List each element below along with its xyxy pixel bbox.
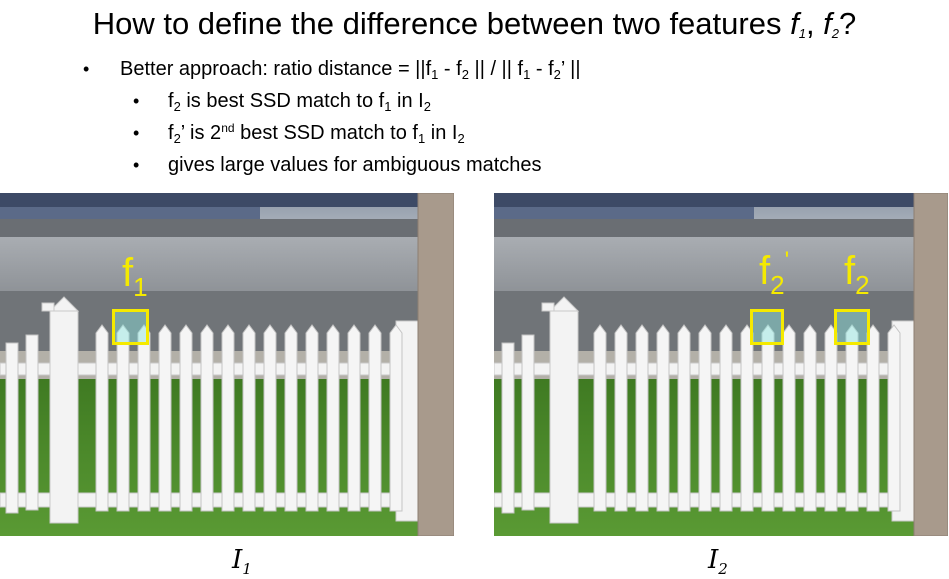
feature-box-f1 <box>112 309 149 345</box>
picket <box>242 324 256 512</box>
picket <box>719 324 733 512</box>
picket <box>845 324 859 512</box>
picket <box>698 324 712 512</box>
picket <box>158 324 172 512</box>
picket <box>116 324 130 512</box>
picket <box>677 324 691 512</box>
picket <box>803 324 817 512</box>
bullet-dot: • <box>133 91 140 111</box>
picket <box>887 324 901 512</box>
fence-photo-right <box>494 193 948 536</box>
picket <box>305 324 319 512</box>
bullet-dot: • <box>133 155 140 175</box>
bullet-sub-3: gives large values for ambiguous matches <box>168 154 542 176</box>
caption-i2: I2 <box>708 545 728 578</box>
bullet-main: Better approach: ratio distance = ||f1 -… <box>120 58 581 82</box>
picket <box>635 324 649 512</box>
picket <box>389 324 403 512</box>
picket <box>761 324 775 512</box>
caption-i1: I1 <box>232 545 252 578</box>
feature-box-f2-prime <box>750 309 784 345</box>
fence-photo-left <box>0 193 454 536</box>
feature-label-f1: f1 <box>122 251 148 302</box>
picket <box>782 324 796 512</box>
picket <box>614 324 628 512</box>
photo-right: f2' f2 <box>494 193 948 536</box>
picket-row <box>95 324 403 512</box>
picket <box>263 324 277 512</box>
picket <box>824 324 838 512</box>
feature-label-f2-prime: f2' <box>759 247 790 300</box>
picket <box>368 324 382 512</box>
bullet-sub-2: f2’ is 2nd best SSD match to f1 in I2 <box>168 121 465 146</box>
slide-title: How to define the difference between two… <box>92 6 857 41</box>
bullet-dot: • <box>133 123 140 143</box>
picket <box>866 324 880 512</box>
title-f1: f1 <box>790 6 806 41</box>
bullet-sub-1: f2 is best SSD match to f1 in I2 <box>168 90 431 114</box>
picket <box>740 324 754 512</box>
picket <box>137 324 151 512</box>
picket <box>221 324 235 512</box>
picket <box>179 324 193 512</box>
bullet-dot: • <box>83 59 90 79</box>
picket <box>347 324 361 512</box>
picket <box>95 324 109 512</box>
picket <box>326 324 340 512</box>
title-f2: f2 <box>823 6 840 41</box>
picket <box>200 324 214 512</box>
photo-left: f1 <box>0 193 454 536</box>
picket <box>656 324 670 512</box>
feature-label-f2: f2 <box>844 249 870 300</box>
picket <box>284 324 298 512</box>
picket <box>593 324 607 512</box>
picket-row <box>593 324 901 512</box>
feature-box-f2 <box>834 309 870 345</box>
